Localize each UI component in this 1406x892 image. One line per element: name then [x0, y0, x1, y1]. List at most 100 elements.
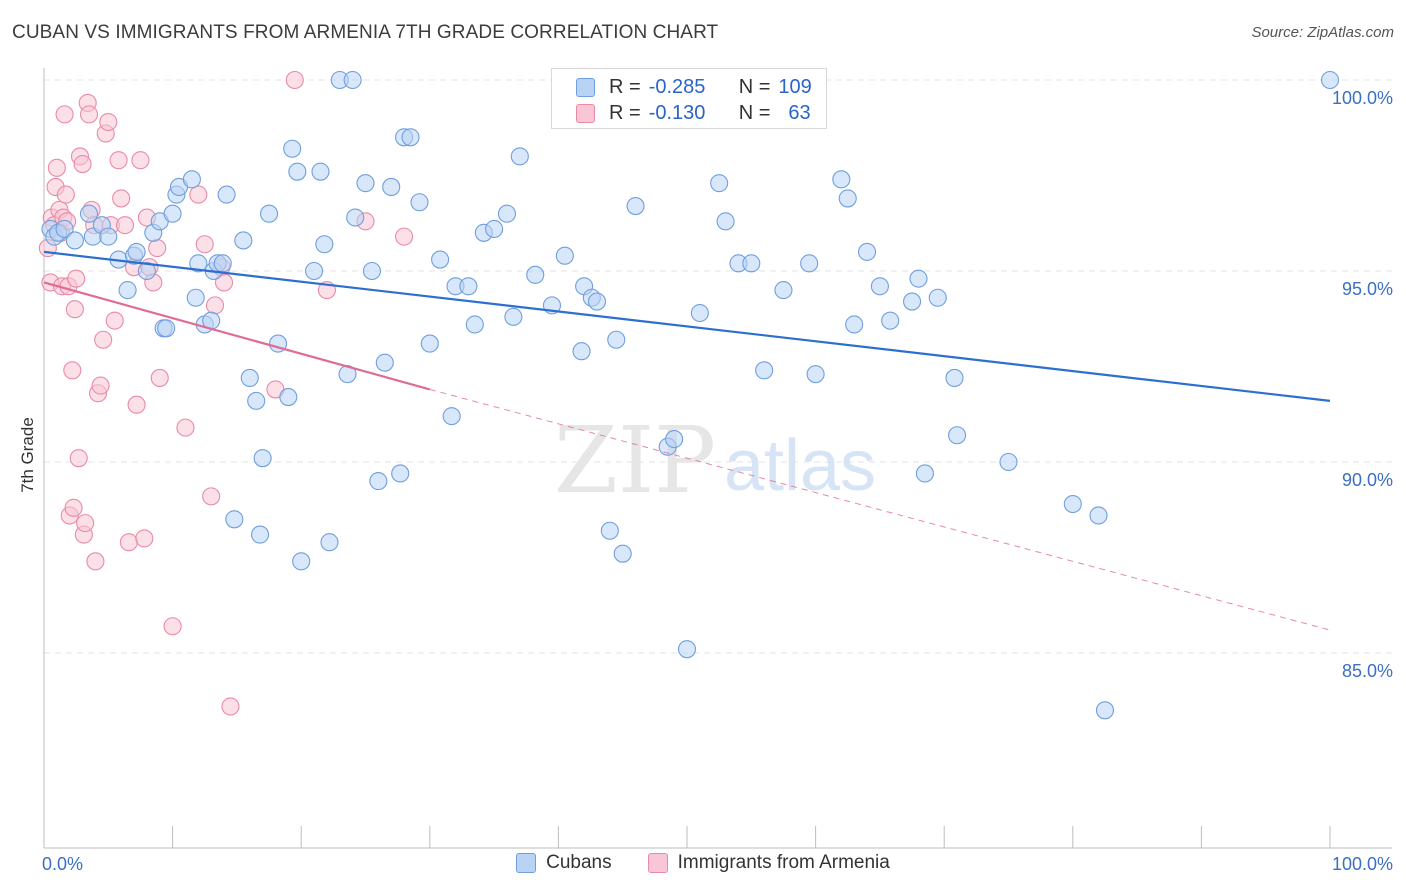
armenia-point [221, 697, 240, 716]
armenia-point [65, 300, 84, 319]
cubans-point [356, 174, 375, 193]
armenia-point [176, 418, 195, 437]
stats-n-label: N = [738, 101, 771, 124]
cubans-point [497, 204, 517, 223]
armenia-point [148, 239, 167, 258]
cubans-point [465, 315, 484, 334]
legend-swatch-cubans [516, 853, 537, 873]
x-tick-label-end: 100.0% [1332, 854, 1393, 874]
armenia-point [115, 216, 135, 235]
stats-n-value: 109 [778, 75, 812, 98]
cubans-point [915, 464, 934, 483]
cubans-point [832, 170, 851, 189]
armenia-point [91, 376, 110, 395]
cubans-point [600, 521, 619, 540]
armenia-point [119, 533, 138, 552]
cubans-point [186, 288, 205, 307]
cubans-point [382, 177, 401, 197]
cubans-point [572, 342, 591, 361]
armenia-point [47, 158, 66, 177]
stats-box: R = -0.285 N = 109 R = -0.130 N = 63 [551, 68, 827, 129]
armenia-trend-extension [429, 388, 1331, 631]
cubans-point [234, 231, 253, 250]
cubans-trend-line [43, 250, 1331, 402]
cubans-point [945, 368, 964, 388]
cubans-point [755, 361, 774, 380]
cubans-point [182, 170, 201, 189]
cubans-point [677, 640, 697, 659]
cubans-point [305, 261, 324, 281]
cubans-point [881, 311, 900, 330]
legend-label-cubans: Cubans [546, 852, 612, 873]
cubans-point [710, 174, 729, 193]
stats-row-armenia: R = -0.130 N = 63 [576, 100, 811, 126]
cubans-point [410, 193, 429, 212]
legend-swatch-armenia [647, 853, 668, 873]
y-tick-label: 100.0% [1332, 88, 1393, 108]
cubans-point [420, 334, 439, 353]
armenia-point [285, 70, 304, 90]
legend-item-cubans[interactable]: Cubans [516, 852, 612, 874]
cubans-point [431, 250, 450, 269]
tick-labels: 85.0% 90.0% 95.0% 100.0% 0.0% 100.0% [42, 88, 1393, 874]
cubans-point [288, 162, 307, 181]
cubans-point [555, 246, 574, 265]
watermark-zip: ZIP [554, 407, 716, 514]
cubans-point [259, 204, 279, 223]
armenia-point [105, 311, 124, 330]
stats-row-cubans: R = -0.285 N = 109 [576, 74, 812, 100]
armenia-point [73, 154, 92, 174]
stats-r-label: R = [609, 75, 641, 98]
cubans-point [375, 353, 394, 372]
armenia-point [76, 514, 95, 533]
cubans-point [607, 330, 626, 349]
cubans-point [292, 552, 311, 571]
armenia-point [195, 235, 214, 254]
legend-item-armenia[interactable]: Immigrants from Armenia [647, 852, 890, 874]
armenia-point [150, 368, 169, 388]
cubans-point [163, 204, 182, 223]
armenia-point [109, 151, 128, 170]
cubans-point [902, 292, 922, 311]
cubans-point [1063, 494, 1082, 514]
cubans-point [665, 430, 684, 449]
cubans-points [41, 70, 1340, 720]
cubans-point [999, 452, 1018, 472]
armenia-point [131, 151, 150, 170]
cubans-point [1095, 701, 1114, 720]
axes [43, 68, 1392, 849]
y-tick-label: 85.0% [1342, 661, 1393, 681]
armenia-point [55, 105, 74, 124]
stats-n-label: N = [738, 75, 771, 98]
cubans-point [948, 426, 967, 445]
cubans-point [459, 277, 478, 296]
cubans-point [442, 407, 461, 426]
cubans-point [213, 254, 232, 273]
cubans-point [65, 231, 84, 250]
cubans-point [79, 204, 99, 223]
cubans-point [311, 162, 330, 181]
cubans-point [485, 219, 504, 239]
cubans-point [247, 391, 266, 410]
cubans-point [346, 208, 365, 227]
legend: Cubans Immigrants from Armenia [0, 852, 1406, 874]
armenia-point [79, 105, 99, 124]
cubans-point [253, 449, 272, 468]
stats-n-value: 63 [788, 101, 811, 124]
cubans-point [909, 269, 928, 288]
armenia-point [395, 227, 414, 246]
cubans-point [225, 510, 244, 529]
armenia-point [69, 449, 88, 468]
source-credit: Source: ZipAtlas.com [1251, 24, 1394, 41]
cubans-point [283, 139, 302, 158]
stats-swatch-cubans [576, 77, 595, 97]
cubans-point [401, 128, 420, 147]
cubans-point [774, 281, 793, 300]
cubans-point [240, 368, 259, 388]
armenia-point [99, 112, 118, 132]
cubans-point [99, 227, 118, 246]
cubans-point [806, 365, 825, 384]
armenia-point [67, 269, 86, 288]
armenia-points [38, 70, 414, 716]
